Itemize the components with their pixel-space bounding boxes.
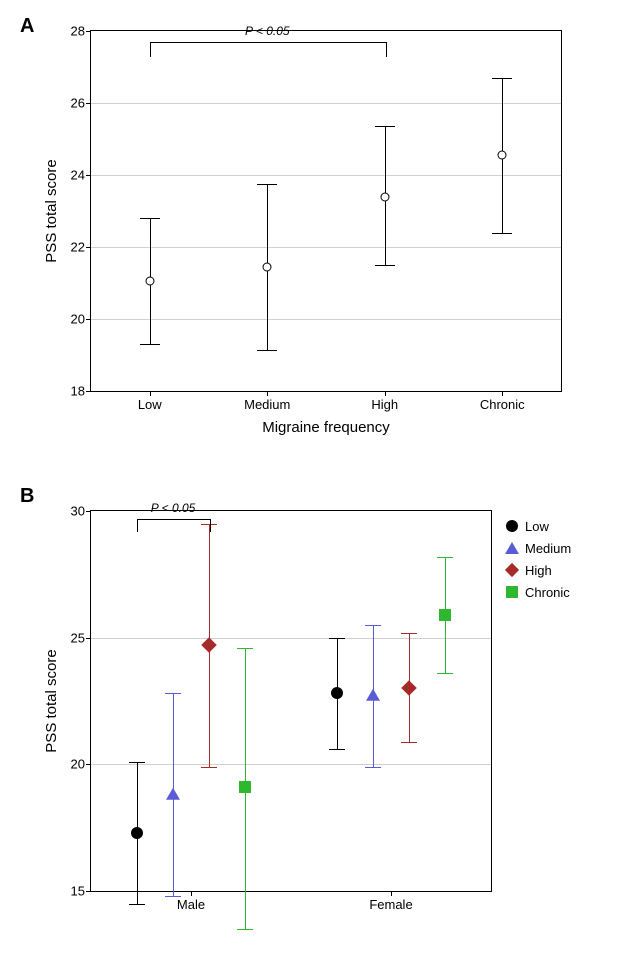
error-cap — [257, 184, 277, 185]
significance-label: P < 0.05 — [245, 24, 290, 38]
ytick-label: 20 — [71, 312, 91, 327]
ytick-label: 18 — [71, 384, 91, 399]
ylabel-a: PSS total score — [43, 159, 60, 262]
data-marker — [166, 788, 180, 800]
gridline — [91, 175, 561, 176]
legend-label: Chronic — [525, 585, 570, 600]
legend-label: Medium — [525, 541, 571, 556]
error-cap — [129, 762, 145, 763]
legend-marker-icon — [505, 585, 519, 599]
error-cap — [165, 693, 181, 694]
error-cap — [237, 648, 253, 649]
error-cap — [140, 344, 160, 345]
significance-label: P < 0.05 — [151, 501, 196, 515]
error-cap — [492, 78, 512, 79]
legend-marker-icon — [505, 541, 519, 555]
error-cap — [365, 625, 381, 626]
plot-area-b: PSS total score 15202530MaleFemaleP < 0.… — [90, 510, 492, 892]
legend-item: Medium — [505, 537, 571, 559]
xtick-label: Chronic — [480, 391, 525, 412]
error-cap — [237, 929, 253, 930]
legend-b: Low Medium High Chronic — [505, 515, 571, 603]
data-marker — [201, 637, 217, 653]
legend-marker-icon — [505, 519, 519, 533]
ytick-label: 24 — [71, 168, 91, 183]
panel-b: B PSS total score 15 20 25 30 Male Female P < … — [10, 480, 630, 960]
legend-item: Low — [505, 515, 571, 537]
error-cap — [201, 767, 217, 768]
error-cap — [375, 126, 395, 127]
data-marker — [366, 689, 380, 701]
data-marker — [239, 781, 251, 793]
data-marker — [131, 827, 143, 839]
data-marker — [401, 681, 417, 697]
error-cap — [129, 904, 145, 905]
xtick-label: Male — [177, 891, 205, 912]
error-cap — [401, 742, 417, 743]
error-cap — [329, 638, 345, 639]
error-cap — [165, 896, 181, 897]
chart-a: PSS total score Migraine frequency 18202… — [10, 10, 580, 440]
data-marker — [145, 277, 154, 286]
ylabel-b: PSS total score — [43, 649, 60, 752]
error-cap — [437, 673, 453, 674]
error-cap — [375, 265, 395, 266]
gridline — [91, 247, 561, 248]
ytick-label: 15 — [71, 884, 91, 899]
legend-label: Low — [525, 519, 549, 534]
error-cap — [257, 350, 277, 351]
error-cap — [329, 749, 345, 750]
gridline — [91, 764, 491, 765]
gridline — [91, 638, 491, 639]
ytick-label: 30 — [71, 504, 91, 519]
error-cap — [140, 218, 160, 219]
significance-bracket — [137, 519, 211, 532]
chart-b: PSS total score 15 20 25 30 Male Female P < 0.… — [10, 480, 580, 930]
data-marker — [498, 151, 507, 160]
ytick-label: 28 — [71, 24, 91, 39]
xtick-label: Medium — [244, 391, 290, 412]
xtick-label: Low — [138, 391, 162, 412]
ytick-label: 22 — [71, 240, 91, 255]
data-marker — [439, 609, 451, 621]
xtick-label: Female — [369, 891, 412, 912]
plot-area-a: PSS total score Migraine frequency 18202… — [90, 30, 562, 392]
gridline — [91, 319, 561, 320]
legend-item: High — [505, 559, 571, 581]
legend-label: High — [525, 563, 552, 578]
data-marker — [263, 262, 272, 271]
panel-b-label: B — [20, 485, 34, 508]
significance-bracket — [150, 42, 387, 57]
legend-item: Chronic — [505, 581, 571, 603]
data-marker — [331, 687, 343, 699]
legend-marker-icon — [505, 563, 519, 577]
panel-a: A PSS total score Migraine frequency 182… — [10, 10, 630, 470]
xtick-label: High — [371, 391, 398, 412]
panel-a-label: A — [20, 15, 34, 38]
ytick-label: 20 — [71, 757, 91, 772]
ytick-label: 25 — [71, 630, 91, 645]
ytick-label: 26 — [71, 96, 91, 111]
error-cap — [437, 557, 453, 558]
error-cap — [401, 633, 417, 634]
data-marker — [380, 192, 389, 201]
gridline — [91, 103, 561, 104]
error-cap — [492, 233, 512, 234]
error-cap — [365, 767, 381, 768]
